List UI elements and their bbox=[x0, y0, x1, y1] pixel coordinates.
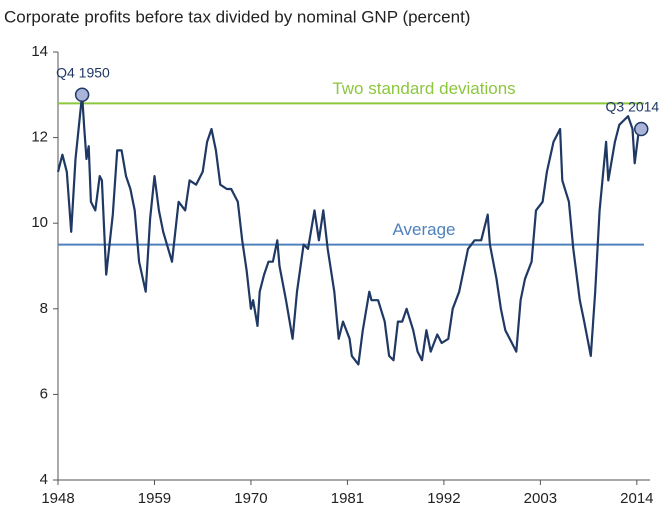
x-tick-label: 1970 bbox=[234, 490, 267, 507]
x-tick-label: 1959 bbox=[138, 490, 171, 507]
annotation-label: Q3 2014 bbox=[606, 99, 660, 115]
x-tick-label: 2003 bbox=[524, 490, 557, 507]
reference-label: Average bbox=[392, 220, 455, 239]
reference-label: Two standard deviations bbox=[332, 79, 515, 98]
annotation-label: Q4 1950 bbox=[56, 65, 110, 81]
x-tick-label: 1948 bbox=[41, 490, 74, 507]
y-tick-label: 10 bbox=[31, 214, 48, 231]
x-tick-label: 1981 bbox=[331, 490, 364, 507]
data-line bbox=[56, 93, 642, 366]
x-tick-label: 1992 bbox=[427, 490, 460, 507]
y-tick-label: 4 bbox=[40, 471, 48, 488]
annotation-marker bbox=[74, 87, 90, 103]
y-tick-label: 6 bbox=[40, 385, 48, 402]
y-tick-label: 8 bbox=[40, 300, 48, 317]
chart-title: Corporate profits before tax divided by … bbox=[4, 7, 470, 26]
y-tick-label: 12 bbox=[31, 129, 48, 146]
y-tick-label: 14 bbox=[31, 43, 48, 60]
annotation-marker bbox=[633, 121, 649, 137]
x-tick-label: 2014 bbox=[620, 490, 653, 507]
